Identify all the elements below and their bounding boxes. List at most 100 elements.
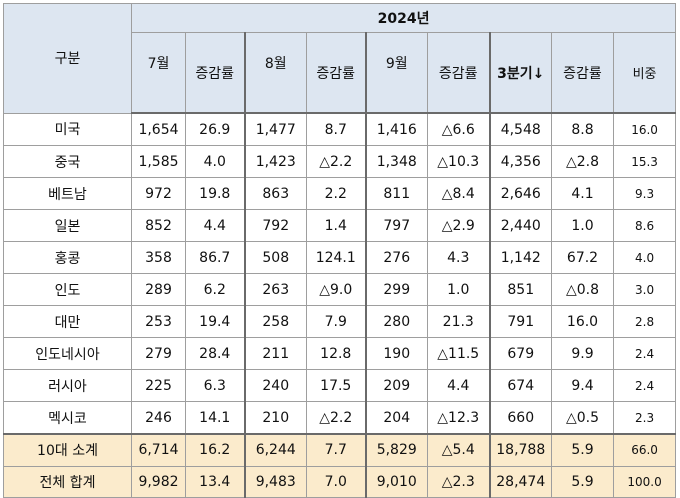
september-change: △2.3 [427,465,490,498]
col-header-july: 7월 [131,32,186,114]
september-change: 1.0 [427,273,490,306]
august-value: 258 [243,305,307,338]
july-change: 86.7 [185,241,245,274]
august-value: 263 [243,273,307,306]
august-value: 211 [243,337,307,370]
table-row: 중국 1,585 4.0 1,423 △2.2 1,348 △10.3 4,356 △2.8 15… [3,145,677,178]
july-change: 13.4 [185,465,245,498]
q3-value: 1,142 [488,241,552,274]
total-row: 10대 소계 6,714 16.2 6,244 7.7 5,829 △5.4 18,788 5.… [3,433,677,467]
table-row: 러시아 225 6.3 240 17.5 209 4.4 674 9.4 2.4 [3,369,677,402]
col-header-q3: 3분기↓ [488,32,552,114]
september-change: △5.4 [427,433,490,467]
september-value: 1,416 [364,112,428,146]
september-value: 299 [364,273,428,306]
country-name: 홍콩 [3,241,132,274]
table-row: 대만 253 19.4 258 7.9 280 21.3 791 16.0 2.8 [3,305,677,338]
q3-change: 4.1 [551,177,614,210]
q3-change: 5.9 [551,433,614,467]
august-change: 7.0 [306,465,366,498]
july-value: 246 [131,401,186,435]
july-value: 972 [131,177,186,210]
q3-value: 679 [488,337,552,370]
col-header-september: 9월 [364,32,428,114]
august-value: 9,483 [243,465,307,498]
share-value: 100.0 [612,465,677,498]
august-change: 1.4 [306,209,366,242]
year-header: 2024년 [130,3,677,33]
country-name: 전체 합계 [3,465,132,498]
july-value: 1,654 [131,112,186,146]
july-change: 26.9 [185,112,245,146]
table-body: 미국 1,654 26.9 1,477 8.7 1,416 △6.6 4,548 8.8 16.0… [3,112,677,498]
col-header-august-change: 증감률 [306,32,366,114]
september-change: 4.4 [427,369,490,402]
september-value: 204 [364,401,428,435]
table-row: 인도 289 6.2 263 △9.0 299 1.0 851 △0.8 3.0 [3,273,677,306]
q3-value: 4,548 [488,112,552,146]
q3-value: 791 [488,305,552,338]
country-name: 인도네시아 [3,337,132,370]
september-value: 276 [364,241,428,274]
september-change: 21.3 [427,305,490,338]
country-name: 미국 [3,112,132,146]
share-value: 15.3 [612,145,677,178]
september-change: △2.9 [427,209,490,242]
september-value: 5,829 [364,433,428,467]
september-value: 811 [364,177,428,210]
total-row: 전체 합계 9,982 13.4 9,483 7.0 9,010 △2.3 28,474 5.9… [3,465,677,498]
q3-change: △2.8 [551,145,614,178]
q3-value: 18,788 [488,433,552,467]
july-change: 6.3 [185,369,245,402]
august-value: 210 [243,401,307,435]
july-change: 16.2 [185,433,245,467]
august-change: 17.5 [306,369,366,402]
july-change: 6.2 [185,273,245,306]
q3-change: 9.9 [551,337,614,370]
july-value: 253 [131,305,186,338]
september-change: 4.3 [427,241,490,274]
share-value: 9.3 [612,177,677,210]
august-change: 2.2 [306,177,366,210]
july-value: 852 [131,209,186,242]
september-change: △8.4 [427,177,490,210]
september-value: 280 [364,305,428,338]
august-change: △2.2 [306,145,366,178]
country-name: 러시아 [3,369,132,402]
col-header-september-change: 증감률 [427,32,490,114]
august-change: 12.8 [306,337,366,370]
col-header-july-change: 증감률 [185,32,245,114]
share-value: 8.6 [612,209,677,242]
september-change: △11.5 [427,337,490,370]
august-value: 240 [243,369,307,402]
august-value: 792 [243,209,307,242]
july-change: 19.8 [185,177,245,210]
july-change: 28.4 [185,337,245,370]
august-value: 508 [243,241,307,274]
august-change: 8.7 [306,112,366,146]
september-value: 190 [364,337,428,370]
july-change: 19.4 [185,305,245,338]
q3-change: 67.2 [551,241,614,274]
august-change: 7.9 [306,305,366,338]
country-export-table: 구분 2024년 7월 증감률 8월 증감률 9월 증감률 3분기↓ 증감률 비… [3,3,677,498]
table-row: 홍콩 358 86.7 508 124.1 276 4.3 1,142 67.2 4.0 [3,241,677,274]
share-value: 3.0 [612,273,677,306]
col-header-august: 8월 [243,32,307,114]
q3-value: 28,474 [488,465,552,498]
table-row: 인도네시아 279 28.4 211 12.8 190 △11.5 679 9.9 2.4 [3,337,677,370]
share-value: 2.4 [612,337,677,370]
row-header-category: 구분 [3,3,132,114]
july-change: 4.0 [185,145,245,178]
july-value: 225 [131,369,186,402]
q3-value: 660 [488,401,552,435]
september-change: △10.3 [427,145,490,178]
september-value: 209 [364,369,428,402]
july-change: 14.1 [185,401,245,435]
q3-change: △0.8 [551,273,614,306]
table-row: 멕시코 246 14.1 210 △2.2 204 △12.3 660 △0.5 2.3 [3,401,677,435]
july-value: 279 [131,337,186,370]
table-row: 베트남 972 19.8 863 2.2 811 △8.4 2,646 4.1 9.3 [3,177,677,210]
export-table-container: 구분 2024년 7월 증감률 8월 증감률 9월 증감률 3분기↓ 증감률 비… [3,3,677,498]
q3-change: △0.5 [551,401,614,435]
